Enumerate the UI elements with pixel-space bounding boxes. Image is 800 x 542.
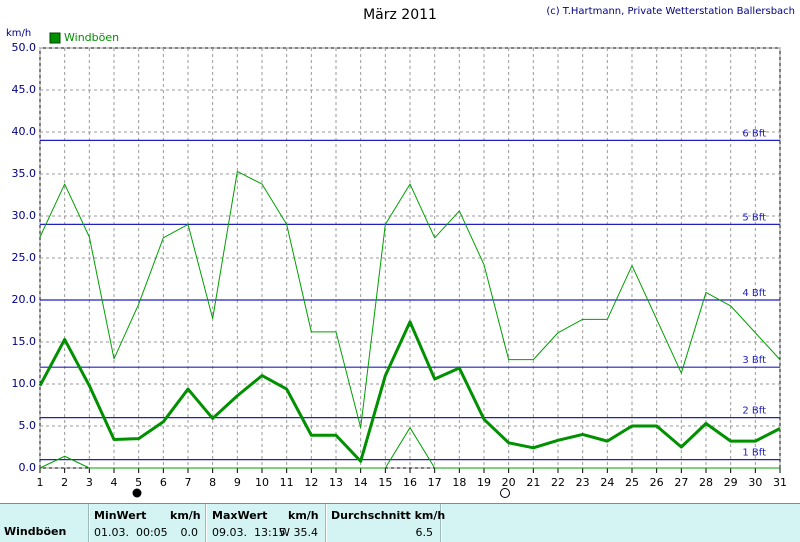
x-tick-label: 3	[86, 476, 93, 489]
y-unit: km/h	[6, 28, 31, 39]
x-tick-label: 2	[61, 476, 68, 489]
y-tick-label: 10.0	[12, 377, 37, 390]
chart-title: März 2011	[363, 7, 437, 23]
x-tick-label: 11	[280, 476, 294, 489]
series-line	[39, 170, 781, 429]
separator	[88, 504, 90, 542]
y-tick-label: 0.0	[19, 461, 37, 474]
x-tick-label: 5	[135, 476, 142, 489]
x-tick-label: 24	[600, 476, 614, 489]
x-tick-label: 23	[576, 476, 590, 489]
credit: (c) T.Hartmann, Private Wetterstation Ba…	[546, 6, 795, 17]
new-moon-icon	[132, 488, 142, 498]
x-tick-label: 4	[111, 476, 118, 489]
y-tick-label: 40.0	[12, 125, 37, 138]
x-tick-label: 31	[773, 476, 787, 489]
x-tick-label: 13	[329, 476, 343, 489]
series-line	[39, 427, 780, 469]
row-label: Windböen	[4, 525, 67, 538]
legend-label: Windböen	[64, 31, 119, 44]
reference-label: 6 Bft	[742, 128, 766, 139]
x-tick-label: 14	[354, 476, 368, 489]
time: 09.03. 13:15	[212, 526, 286, 539]
value: W 35.4	[279, 526, 318, 539]
y-tick-label: 15.0	[12, 335, 37, 348]
legend-swatch	[49, 32, 61, 44]
reference-label: 1 Bft	[742, 448, 766, 459]
separator	[325, 504, 327, 542]
reference-label: 3 Bft	[742, 355, 766, 366]
x-tick-label: 25	[625, 476, 639, 489]
y-tick-label: 50.0	[12, 41, 37, 54]
x-tick-label: 21	[526, 476, 540, 489]
reference-label: 5 Bft	[742, 212, 766, 223]
x-tick-label: 18	[452, 476, 466, 489]
x-tick-label: 30	[748, 476, 762, 489]
x-tick-label: 12	[304, 476, 318, 489]
x-tick-label: 1	[37, 476, 44, 489]
header: MinWert	[94, 509, 147, 522]
unit: km/h	[170, 509, 201, 522]
x-tick-label: 15	[378, 476, 392, 489]
x-tick-label: 28	[699, 476, 713, 489]
header: Durchschnitt km/h	[331, 509, 446, 522]
x-tick-label: 9	[234, 476, 241, 489]
series-line	[38, 320, 781, 463]
x-tick-label: 27	[674, 476, 688, 489]
x-tick-label: 22	[551, 476, 565, 489]
unit: km/h	[288, 509, 319, 522]
x-tick-label: 29	[724, 476, 738, 489]
y-tick-label: 30.0	[12, 209, 37, 222]
y-tick-label: 35.0	[12, 167, 37, 180]
x-tick-label: 8	[209, 476, 216, 489]
reference-label: 4 Bft	[742, 288, 766, 299]
plot-area: 0.0 5.0 10.0 15.0 20.0 25.0 30.0 35.0 40.0 45.0 50…	[12, 31, 788, 489]
x-tick-label: 16	[403, 476, 417, 489]
x-tick-label: 19	[477, 476, 491, 489]
x-tick-label: 10	[255, 476, 269, 489]
separator	[205, 504, 207, 542]
y-tick-label: 25.0	[12, 251, 37, 264]
stats-table: Windböen MinWert km/h 01.03. 00:05 0.0 M…	[0, 503, 800, 542]
y-tick-label: 45.0	[12, 83, 37, 96]
x-tick-label: 6	[160, 476, 167, 489]
reference-label: 2 Bft	[742, 406, 766, 417]
full-moon-icon	[500, 488, 510, 498]
x-tick-label: 17	[428, 476, 442, 489]
value: 0.0	[180, 526, 199, 539]
x-tick-label: 7	[185, 476, 192, 489]
header: MaxWert	[212, 509, 268, 522]
y-tick-label: 5.0	[19, 419, 37, 432]
x-tick-label: 26	[650, 476, 664, 489]
value: 6.5	[415, 526, 434, 539]
separator	[440, 504, 442, 542]
time: 01.03. 00:05	[94, 526, 168, 539]
chart: März 2011 (c) T.Hartmann, Private Wetter…	[6, 6, 795, 498]
x-tick-label: 20	[502, 476, 516, 489]
y-tick-label: 20.0	[12, 293, 37, 306]
